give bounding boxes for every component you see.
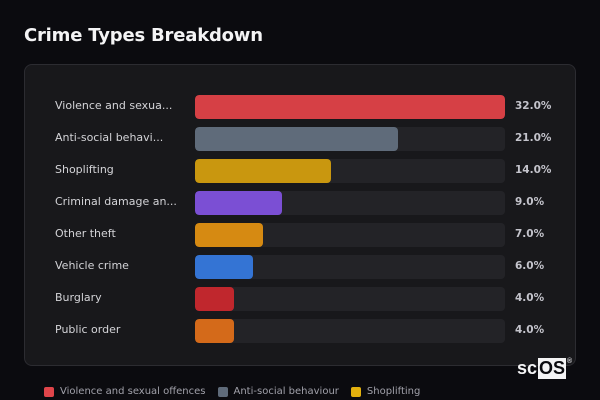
bar-value: 4.0% <box>515 292 545 304</box>
bar-label: Criminal damage an... <box>55 195 177 208</box>
chart-title: Crime Types Breakdown <box>24 25 263 46</box>
bar-row[interactable]: Anti-social behavi... 21.0% <box>25 127 575 151</box>
legend-label: Violence and sexual offences <box>60 386 206 397</box>
legend-item[interactable]: Violence and sexual offences <box>44 386 206 397</box>
bar-value: 21.0% <box>515 132 552 144</box>
bar-label: Vehicle crime <box>55 259 129 272</box>
bar-value: 32.0% <box>515 100 552 112</box>
legend-swatch-icon <box>217 386 228 397</box>
bar-fill[interactable] <box>195 191 283 215</box>
logo-boxed: OS <box>538 358 567 379</box>
bar-label: Other theft <box>55 227 116 240</box>
bar-row[interactable]: Shoplifting 14.0% <box>25 159 575 183</box>
bar-value: 4.0% <box>515 324 545 336</box>
bar-row[interactable]: Violence and sexua... 32.0% <box>25 95 575 119</box>
legend-label: Anti-social behaviour <box>233 386 339 397</box>
bar-value: 7.0% <box>515 228 545 240</box>
bar-label: Violence and sexua... <box>55 99 173 112</box>
legend-swatch-icon <box>44 386 54 397</box>
bar-track <box>195 159 505 183</box>
bar-track <box>195 223 505 247</box>
bar-row[interactable]: Criminal damage an... 9.0% <box>25 191 575 215</box>
scos-logo: sc OS ® <box>517 358 572 379</box>
legend-swatch-icon <box>350 386 361 397</box>
bar-label: Burglary <box>55 291 102 304</box>
bar-fill[interactable] <box>195 223 263 247</box>
legend-item[interactable]: Shoplifting <box>350 386 421 397</box>
bar-label: Public order <box>55 323 121 336</box>
bar-fill[interactable] <box>195 287 234 311</box>
bar-track <box>195 287 505 311</box>
bar-fill[interactable] <box>195 127 399 151</box>
bar-track <box>195 127 505 151</box>
bar-value: 14.0% <box>515 164 552 176</box>
bar-row[interactable]: Other theft 7.0% <box>25 223 575 247</box>
bar-value: 9.0% <box>515 196 545 208</box>
bar-track <box>195 95 505 119</box>
bar-fill[interactable] <box>195 95 505 119</box>
bar-track <box>195 319 505 343</box>
bar-label: Shoplifting <box>55 163 114 176</box>
logo-prefix: sc <box>517 358 538 378</box>
registered-mark: ® <box>567 358 573 365</box>
bar-track <box>195 191 505 215</box>
bar-fill[interactable] <box>195 255 254 279</box>
bar-row[interactable]: Burglary 4.0% <box>25 287 575 311</box>
chart-legend: Violence and sexual offences Anti-social … <box>44 386 420 397</box>
bar-fill[interactable] <box>195 159 331 183</box>
bar-label: Anti-social behavi... <box>55 131 164 144</box>
bar-row[interactable]: Public order 4.0% <box>25 319 575 343</box>
bar-row[interactable]: Vehicle crime 6.0% <box>25 255 575 279</box>
bar-fill[interactable] <box>195 319 234 343</box>
legend-label: Shoplifting <box>366 386 421 397</box>
bar-track <box>195 255 505 279</box>
legend-item[interactable]: Anti-social behaviour <box>217 386 339 397</box>
bar-value: 6.0% <box>515 260 545 272</box>
chart-card: Violence and sexua... 32.0% Anti-social be… <box>24 64 576 366</box>
